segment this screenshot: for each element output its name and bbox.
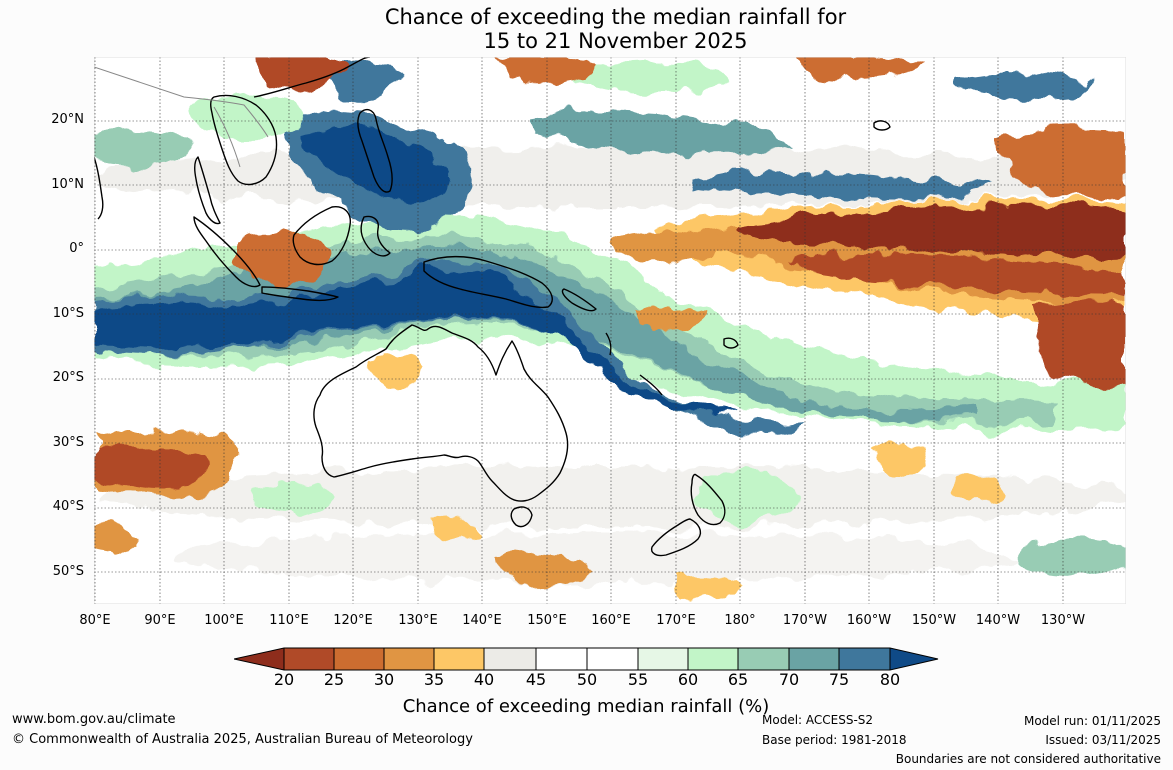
lat-label-40s: 40°S [52, 499, 84, 514]
sulawesi-coastline [360, 215, 391, 257]
rainfall-probability-map [94, 57, 1126, 604]
colorbar-swatch-below-20 [234, 648, 284, 670]
colorbar-swatch-60-65 [688, 648, 738, 670]
lon-label-120e: 120°E [333, 613, 373, 628]
lat-label-10s: 10°S [52, 306, 84, 321]
colorbar-swatch-above-80 [890, 648, 938, 670]
colorbar-swatch-75-80 [839, 648, 890, 670]
website-link[interactable]: www.bom.gov.au/climate [12, 712, 176, 727]
hawaii-coastline [873, 120, 891, 131]
lon-label-180: 180° [724, 613, 756, 628]
model-name: Model: ACCESS-S2 [762, 713, 874, 727]
lon-label-150w: 150°W [911, 613, 957, 628]
map-graticule [94, 57, 1126, 604]
lon-label-80e: 80°E [79, 613, 111, 628]
sumatra-coastline [193, 216, 261, 288]
colorbar-label-20: 20 [273, 670, 295, 689]
colorbar-legend [234, 647, 939, 671]
political-boundaries [94, 66, 269, 168]
asia-coastline [253, 57, 371, 98]
india-east-coastline [94, 156, 104, 220]
north-island-nz-coastline [690, 473, 726, 526]
colorbar-label-50: 50 [576, 670, 598, 689]
fiji-coastline [723, 337, 739, 349]
lat-label-30s: 30°S [52, 435, 84, 450]
new-guinea-coastline [423, 255, 553, 309]
colorbar-swatch-25-30 [334, 648, 384, 670]
lon-label-170w: 170°W [782, 613, 828, 628]
lon-label-100e: 100°E [204, 613, 244, 628]
philippines-coastline [357, 108, 393, 193]
colorbar-label-55: 55 [627, 670, 649, 689]
lon-label-140w: 140°W [975, 613, 1021, 628]
copyright-notice: © Commonwealth of Australia 2025, Austra… [12, 732, 473, 747]
colorbar-swatch-70-75 [789, 648, 839, 670]
colorbar-label-40: 40 [473, 670, 495, 689]
lat-label-10n: 10°N [51, 177, 84, 192]
issued-date: Issued: 03/11/2025 [1045, 733, 1161, 747]
lon-label-140e: 140°E [462, 613, 502, 628]
borneo-coastline [292, 206, 351, 266]
boundaries-disclaimer: Boundaries are not considered authoritat… [895, 752, 1161, 766]
australia-coastline [313, 324, 569, 502]
colorbar-label-75: 75 [828, 670, 850, 689]
lon-label-90e: 90°E [144, 613, 176, 628]
colorbar-label-70: 70 [778, 670, 800, 689]
map-title-line-1: Chance of exceeding the median rainfall … [384, 5, 847, 29]
colorbar-label-45: 45 [525, 670, 547, 689]
indochina-coastline [209, 94, 278, 186]
colorbar-title: Chance of exceeding median rainfall (%) [402, 696, 770, 717]
rainfall-probability-field [94, 57, 1126, 600]
lat-label-0: 0° [69, 241, 84, 256]
base-period: Base period: 1981-2018 [762, 733, 907, 747]
colorbar-swatch-45-50 [536, 648, 587, 670]
map-title-line-2: 15 to 21 November 2025 [483, 29, 748, 53]
colorbar-swatch-50-55 [587, 648, 638, 670]
lon-label-160w: 160°W [846, 613, 892, 628]
new-caledonia-coastline [639, 374, 663, 396]
colorbar-label-80: 80 [879, 670, 901, 689]
colorbar-outline [234, 647, 939, 671]
tasmania-coastline [510, 506, 533, 528]
model-run-date: Model run: 01/11/2025 [1023, 714, 1161, 728]
lat-label-20n: 20°N [51, 112, 84, 127]
colorbar-swatch-30-35 [384, 648, 434, 670]
lon-label-170e: 170°E [656, 613, 696, 628]
colorbar-label-65: 65 [727, 670, 749, 689]
coastlines [94, 57, 891, 557]
lon-label-110e: 110°E [269, 613, 309, 628]
vanuatu-coastline [605, 332, 612, 356]
colorbar-label-30: 30 [373, 670, 395, 689]
lon-label-160e: 160°E [591, 613, 631, 628]
lat-label-20s: 20°S [52, 370, 84, 385]
malay-peninsula-coastline [193, 156, 221, 225]
lon-label-150e: 150°E [527, 613, 567, 628]
colorbar-label-25: 25 [323, 670, 345, 689]
colorbar-swatch-35-40 [434, 648, 484, 670]
java-coastline [261, 286, 339, 302]
south-island-nz-coastline [650, 518, 702, 557]
colorbar-swatch-40-45 [484, 648, 536, 670]
colorbar-label-60: 60 [677, 670, 699, 689]
colorbar-swatch-55-60 [638, 648, 688, 670]
lat-label-50s: 50°S [52, 564, 84, 579]
colorbar-label-35: 35 [423, 670, 445, 689]
lon-label-130e: 130°E [398, 613, 438, 628]
solomon-islands-coastline [561, 288, 597, 312]
colorbar-swatch-65-70 [738, 648, 789, 670]
lon-label-130w: 130°W [1040, 613, 1086, 628]
colorbar-swatch-20-25 [284, 648, 334, 670]
